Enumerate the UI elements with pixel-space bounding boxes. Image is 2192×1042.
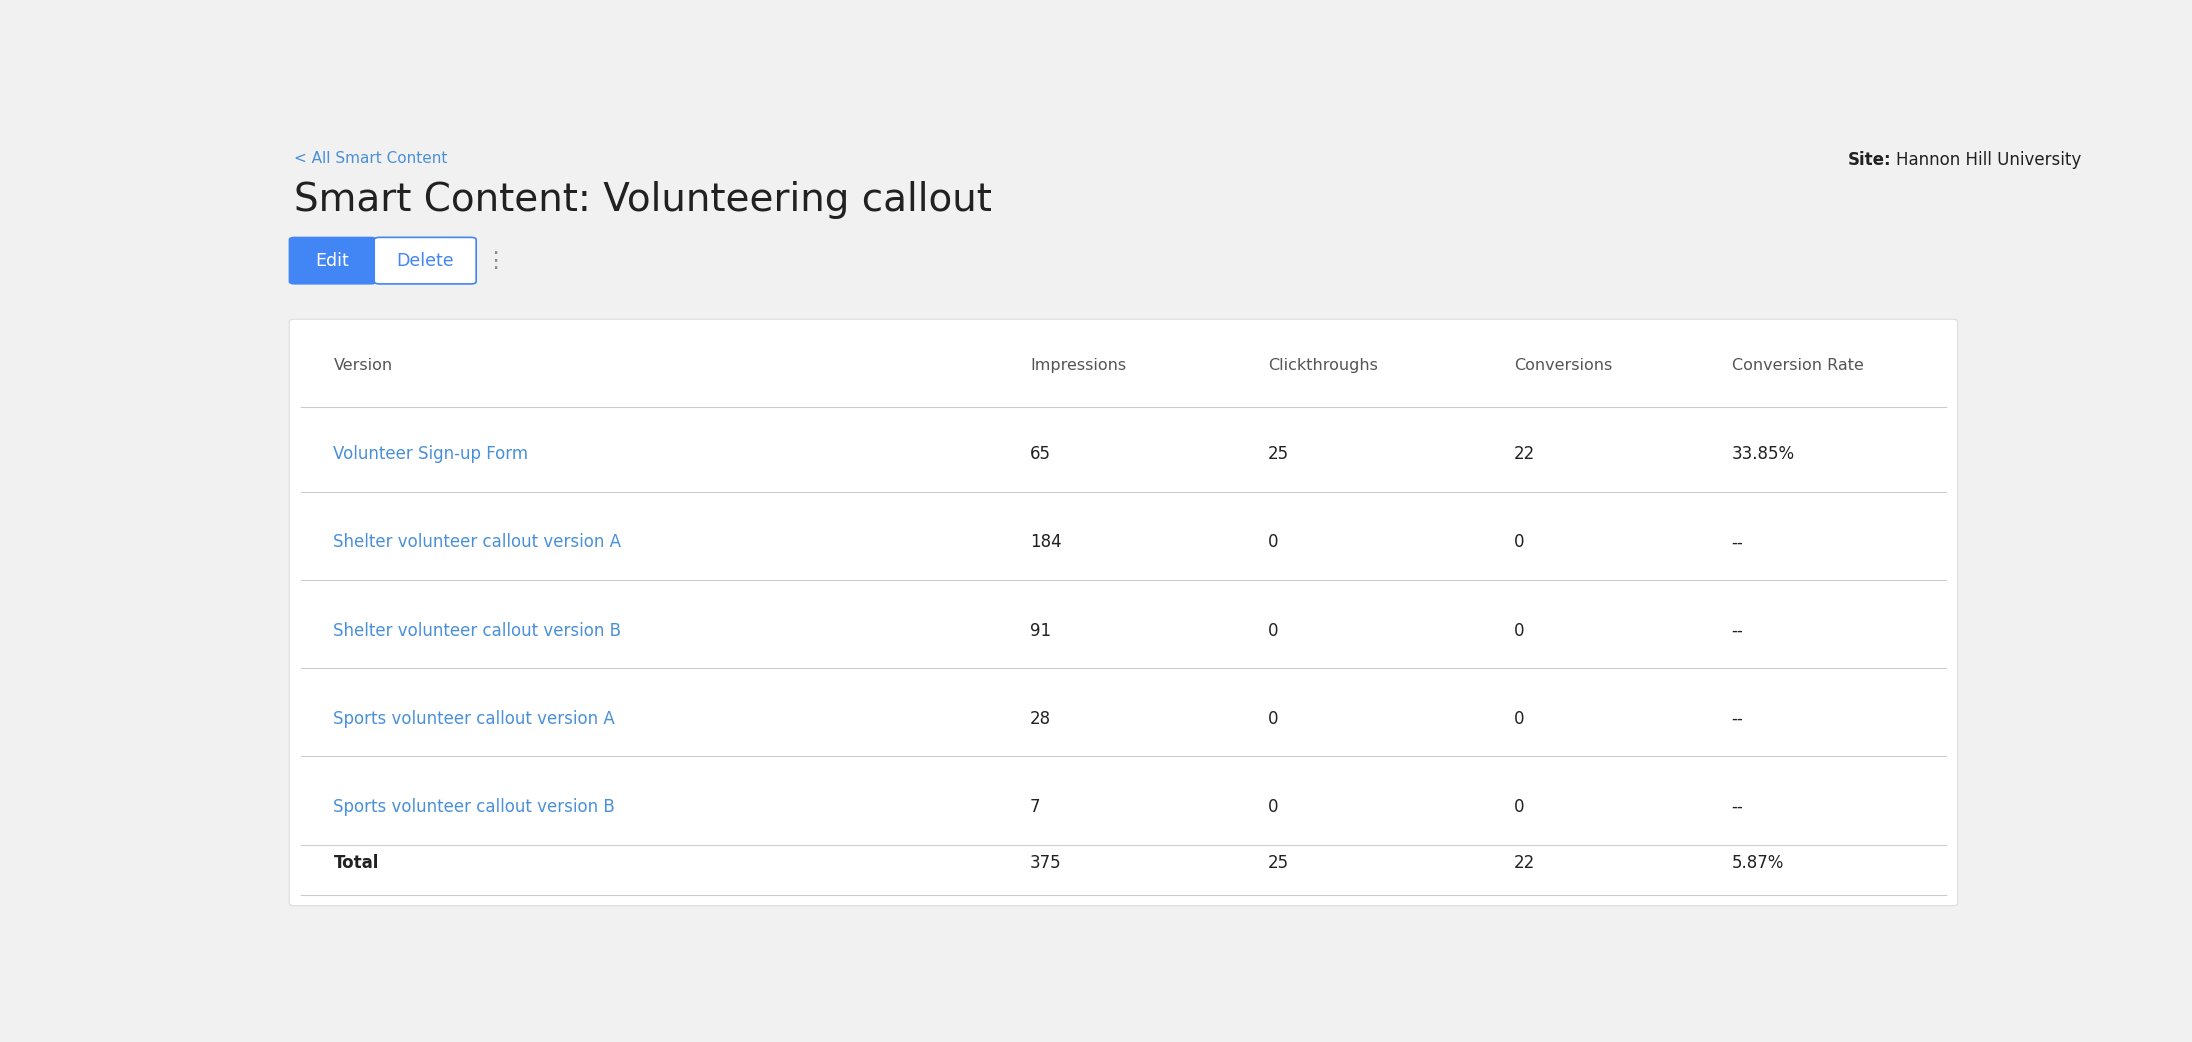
Text: Conversions: Conversions: [1515, 358, 1613, 373]
Text: 7: 7: [1030, 798, 1041, 816]
Text: Smart Content: Volunteering callout: Smart Content: Volunteering callout: [294, 181, 993, 219]
Text: 0: 0: [1267, 621, 1278, 640]
Text: 0: 0: [1515, 621, 1526, 640]
Text: Shelter volunteer callout version B: Shelter volunteer callout version B: [333, 621, 623, 640]
Text: 91: 91: [1030, 621, 1052, 640]
Text: --: --: [1732, 534, 1743, 551]
Text: Edit: Edit: [316, 251, 349, 270]
Text: --: --: [1732, 798, 1743, 816]
Text: Version: Version: [333, 358, 392, 373]
Text: 184: 184: [1030, 534, 1061, 551]
Text: 0: 0: [1267, 534, 1278, 551]
Text: 33.85%: 33.85%: [1732, 445, 1795, 463]
Text: 0: 0: [1515, 534, 1526, 551]
Text: Sports volunteer callout version A: Sports volunteer callout version A: [333, 710, 616, 727]
Text: 0: 0: [1267, 798, 1278, 816]
Text: --: --: [1732, 710, 1743, 727]
Text: 25: 25: [1267, 854, 1289, 872]
Text: Impressions: Impressions: [1030, 358, 1127, 373]
Text: 22: 22: [1515, 854, 1534, 872]
Text: Delete: Delete: [397, 251, 454, 270]
Text: 25: 25: [1267, 445, 1289, 463]
Text: 375: 375: [1030, 854, 1061, 872]
Text: 0: 0: [1515, 798, 1526, 816]
Text: Site:: Site:: [1848, 151, 1892, 169]
Text: Sports volunteer callout version B: Sports volunteer callout version B: [333, 798, 616, 816]
FancyBboxPatch shape: [289, 319, 1957, 905]
Text: 65: 65: [1030, 445, 1050, 463]
FancyBboxPatch shape: [375, 238, 476, 283]
Text: 5.87%: 5.87%: [1732, 854, 1784, 872]
Text: Clickthroughs: Clickthroughs: [1267, 358, 1379, 373]
Text: --: --: [1732, 621, 1743, 640]
Text: 28: 28: [1030, 710, 1052, 727]
Text: 0: 0: [1515, 710, 1526, 727]
Text: ⋮: ⋮: [484, 251, 506, 271]
FancyBboxPatch shape: [289, 238, 377, 283]
Text: Total: Total: [333, 854, 379, 872]
Text: < All Smart Content: < All Smart Content: [294, 151, 447, 166]
Text: Conversion Rate: Conversion Rate: [1732, 358, 1863, 373]
Text: 22: 22: [1515, 445, 1534, 463]
Text: Volunteer Sign-up Form: Volunteer Sign-up Form: [333, 445, 528, 463]
Text: Hannon Hill University: Hannon Hill University: [1896, 151, 2082, 169]
Text: Shelter volunteer callout version A: Shelter volunteer callout version A: [333, 534, 623, 551]
Text: 0: 0: [1267, 710, 1278, 727]
